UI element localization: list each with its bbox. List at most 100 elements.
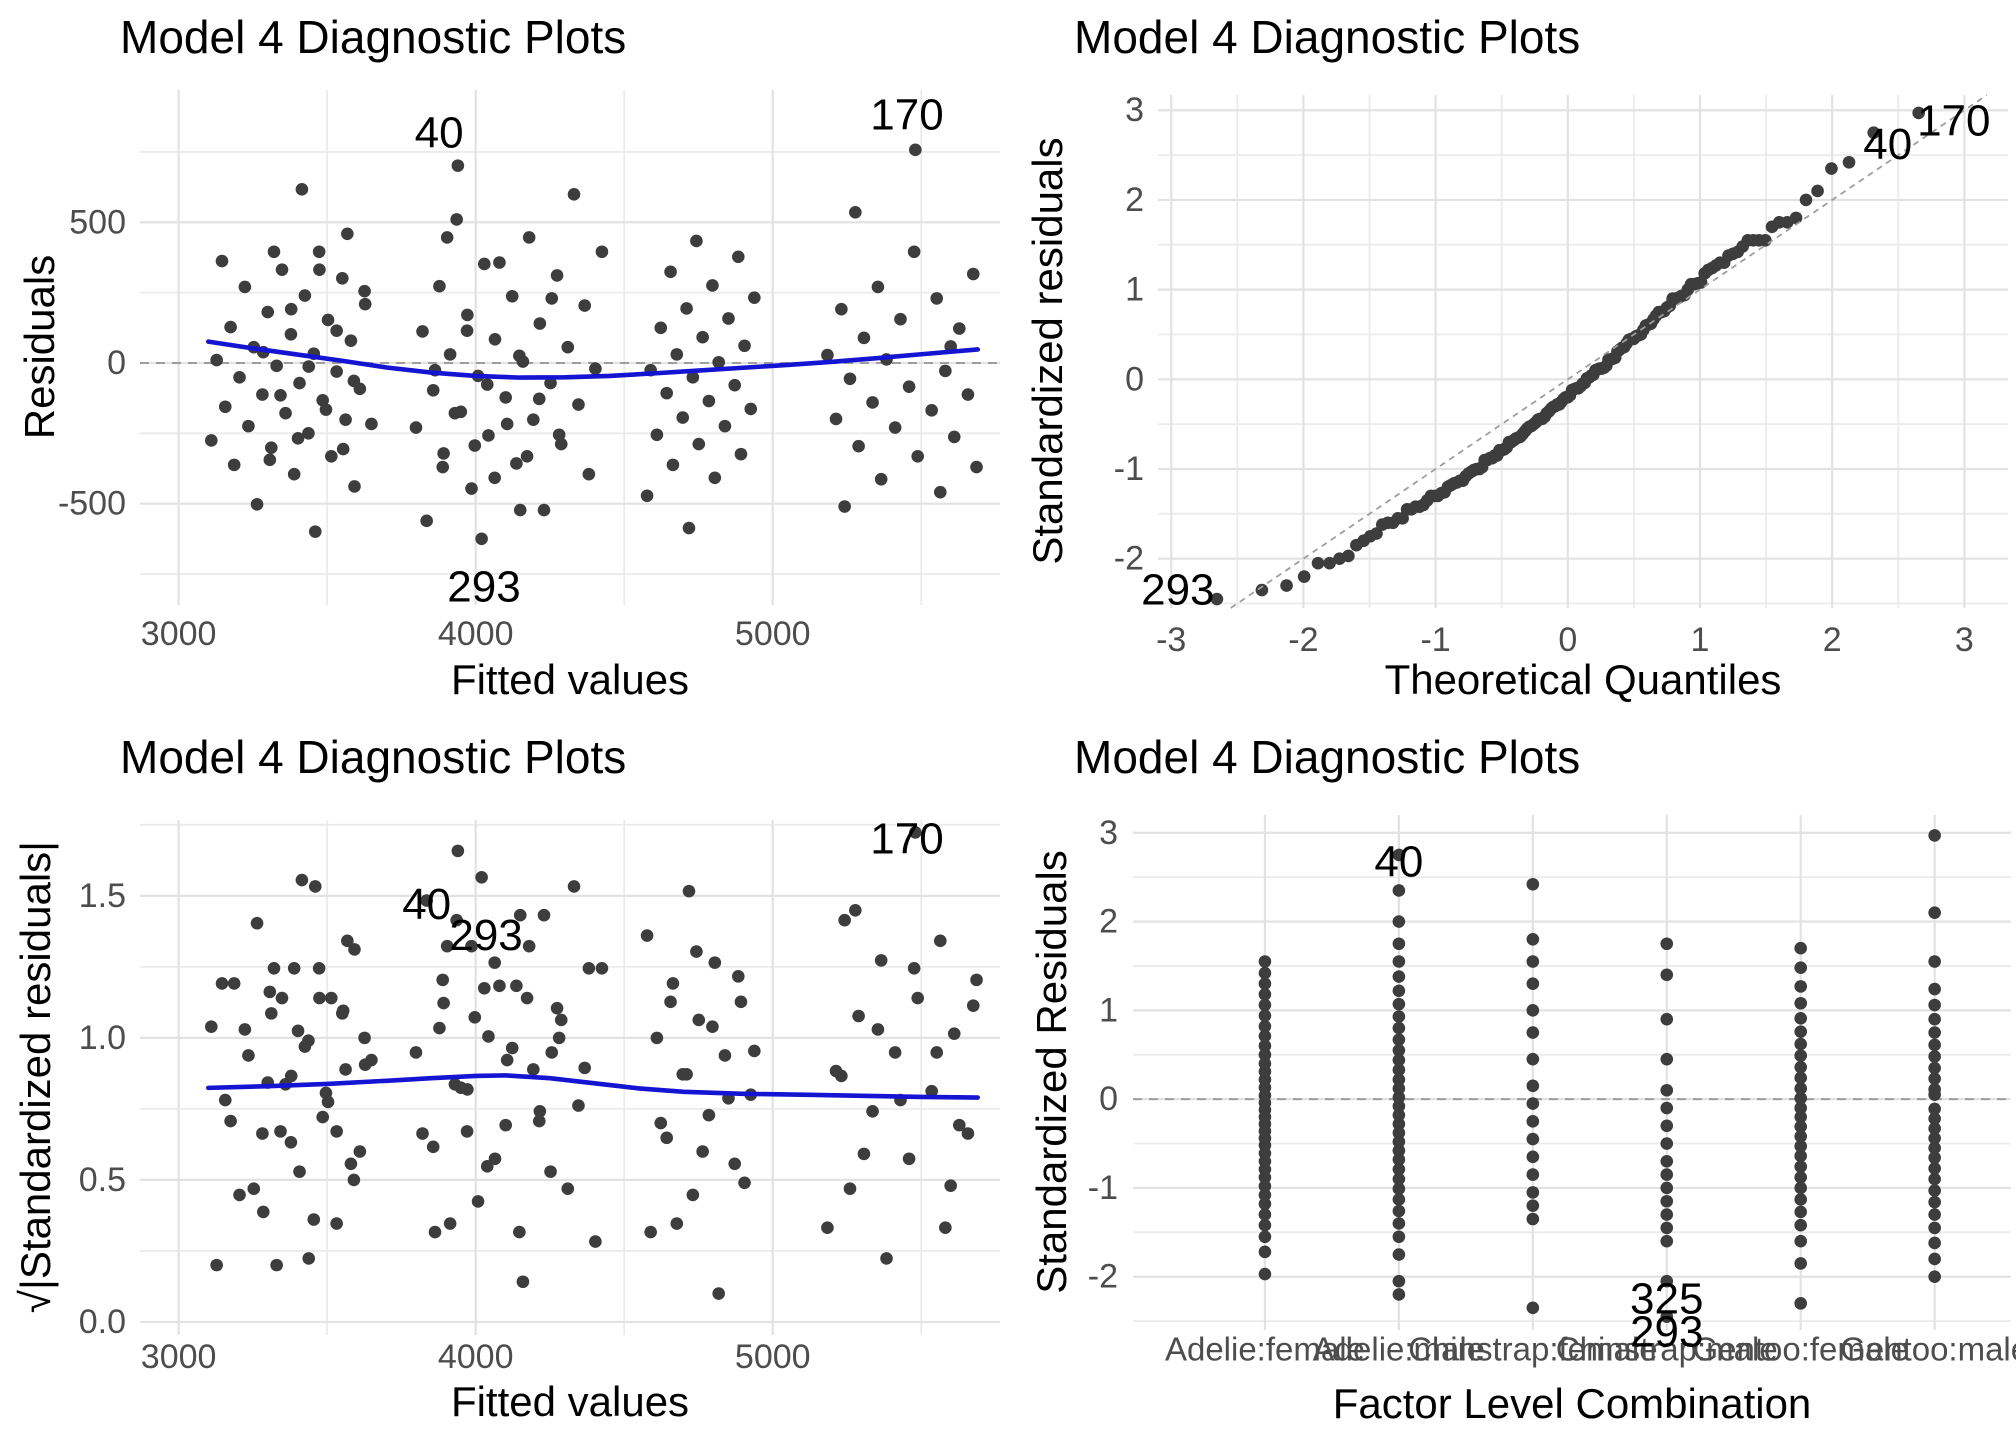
data-point xyxy=(835,302,848,316)
data-point xyxy=(690,234,703,248)
data-point xyxy=(1928,1072,1941,1086)
data-point xyxy=(480,378,494,391)
data-point xyxy=(1392,915,1406,928)
data-point xyxy=(1526,1212,1540,1226)
annotation-label: 325 xyxy=(1630,1274,1703,1323)
data-point xyxy=(1392,1108,1406,1122)
data-point xyxy=(1526,1004,1540,1017)
data-point xyxy=(1526,1186,1540,1199)
data-point xyxy=(907,961,921,975)
data-point xyxy=(550,269,564,282)
data-point xyxy=(344,1157,358,1171)
data-point xyxy=(1392,1099,1406,1113)
data-point xyxy=(1794,996,1808,1010)
data-point xyxy=(866,396,879,409)
data-point xyxy=(582,467,596,481)
data-point xyxy=(440,939,454,953)
data-point xyxy=(420,894,433,907)
data-point xyxy=(1258,1057,1272,1070)
data-point xyxy=(1526,1150,1540,1164)
data-point xyxy=(1255,583,1269,597)
data-point xyxy=(451,844,465,858)
data-point xyxy=(1660,1012,1674,1026)
data-point xyxy=(650,1031,664,1045)
data-point xyxy=(1258,1245,1272,1259)
data-point xyxy=(313,991,326,1005)
data-point xyxy=(284,1135,298,1149)
data-point xyxy=(298,289,312,302)
data-point xyxy=(513,349,526,363)
data-point xyxy=(1258,1020,1272,1033)
data-point xyxy=(448,406,462,420)
y-tick-label: 0.0 xyxy=(79,1303,126,1341)
data-point xyxy=(1392,984,1406,998)
y-tick-label: 500 xyxy=(69,203,126,241)
data-point xyxy=(1794,1170,1808,1184)
data-point xyxy=(261,305,275,319)
smooth-line xyxy=(206,339,981,380)
data-point xyxy=(1526,955,1540,968)
y-tick-label: -1 xyxy=(1114,450,1144,488)
data-point xyxy=(640,489,654,503)
data-point xyxy=(1867,126,1880,139)
data-point xyxy=(690,945,703,958)
data-point xyxy=(1928,1270,1941,1284)
data-point xyxy=(312,961,326,975)
x-tick-label: -1 xyxy=(1420,621,1450,659)
data-point xyxy=(339,413,352,426)
data-point xyxy=(1928,906,1941,919)
data-point xyxy=(475,871,488,884)
data-point xyxy=(488,956,501,969)
data-point xyxy=(582,961,596,975)
data-point xyxy=(1392,1044,1406,1057)
data-point xyxy=(1794,1205,1808,1219)
data-point xyxy=(1794,1257,1808,1270)
x-tick-label: 2 xyxy=(1823,621,1842,659)
data-point xyxy=(247,1182,261,1195)
data-point xyxy=(520,449,534,463)
annotation-label: 40 xyxy=(402,880,451,929)
data-point xyxy=(312,245,326,259)
data-point xyxy=(1660,968,1674,982)
data-point xyxy=(353,1145,367,1158)
data-point xyxy=(708,956,722,969)
data-point xyxy=(1660,1208,1674,1221)
data-point xyxy=(224,320,237,334)
annotation-label: 40 xyxy=(1863,120,1912,169)
data-point xyxy=(537,908,551,922)
x-tick-label: 1 xyxy=(1691,621,1710,659)
data-point xyxy=(308,880,322,893)
y-tick-label: 0.5 xyxy=(79,1161,126,1199)
y-tick-label: 1 xyxy=(1099,991,1118,1029)
data-point xyxy=(843,372,857,386)
data-point xyxy=(1794,1297,1808,1310)
data-point xyxy=(527,1063,540,1076)
data-point xyxy=(1794,1181,1808,1195)
annotation-label: 170 xyxy=(870,91,943,140)
data-point xyxy=(319,403,333,416)
data-point xyxy=(1928,1208,1941,1221)
data-point xyxy=(1794,1218,1808,1232)
data-point xyxy=(874,954,888,967)
data-point xyxy=(1210,592,1224,606)
data-point xyxy=(433,1021,446,1035)
data-point xyxy=(953,322,966,335)
data-point xyxy=(843,1182,857,1195)
data-point xyxy=(336,1004,350,1018)
data-point xyxy=(1794,1071,1808,1085)
data-point xyxy=(416,325,429,338)
data-point xyxy=(939,1221,952,1235)
data-point xyxy=(284,1069,298,1083)
data-point xyxy=(930,1046,944,1059)
data-point xyxy=(930,292,944,305)
data-point xyxy=(911,991,925,1005)
data-point xyxy=(722,312,735,325)
data-point xyxy=(365,1053,378,1067)
data-point xyxy=(1392,1182,1406,1196)
data-point xyxy=(238,1023,252,1036)
data-point xyxy=(325,991,338,1005)
data-point xyxy=(888,1046,902,1059)
data-point xyxy=(728,1157,742,1171)
data-point xyxy=(1392,1204,1406,1218)
